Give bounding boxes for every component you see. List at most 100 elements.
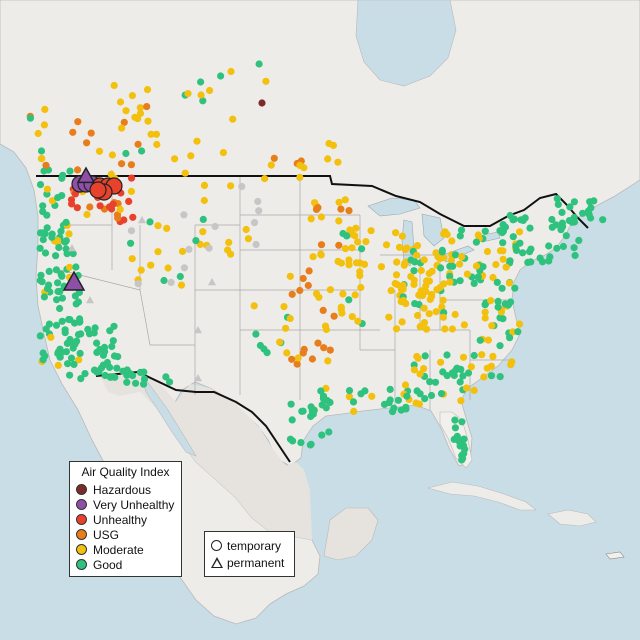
station-marker (499, 255, 507, 263)
station-marker (443, 230, 451, 239)
station-marker (48, 233, 56, 241)
station-marker (167, 278, 175, 286)
station-marker (410, 267, 418, 275)
station-marker (476, 336, 484, 344)
station-marker (526, 224, 534, 232)
station-marker (398, 318, 406, 326)
legend-label-unhealthy: Unhealthy (93, 512, 148, 527)
station-marker (113, 364, 121, 372)
station-marker (392, 325, 401, 333)
station-marker (351, 291, 359, 299)
station-marker (140, 375, 149, 383)
station-marker (451, 310, 459, 319)
permanent-station-marker (208, 278, 216, 286)
station-marker (492, 260, 500, 269)
station-marker (75, 356, 83, 364)
station-marker (515, 320, 524, 328)
station-marker (380, 400, 389, 408)
land-hispaniola (547, 509, 597, 527)
aqi-legend: Air Quality Index Hazardous Very Unhealt… (69, 461, 182, 577)
station-marker (138, 147, 146, 155)
station-marker (345, 261, 353, 269)
station-marker (250, 302, 258, 310)
station-marker (197, 91, 205, 99)
station-marker (507, 298, 515, 306)
station-marker (73, 337, 81, 345)
station-marker (447, 256, 455, 265)
station-marker (54, 194, 62, 202)
station-marker (570, 244, 578, 252)
station-marker (177, 281, 186, 289)
station-marker (147, 130, 155, 138)
station-marker (437, 390, 446, 398)
station-marker (256, 341, 264, 350)
legend-item-moderate: Moderate (76, 542, 144, 557)
station-marker (134, 140, 142, 148)
permanent-station-marker (86, 296, 94, 304)
station-marker (390, 404, 398, 412)
station-marker (341, 245, 349, 253)
station-marker (322, 325, 330, 334)
station-marker (320, 344, 328, 352)
station-marker (147, 261, 155, 269)
triangle-icon (211, 557, 223, 568)
station-marker (41, 230, 49, 238)
station-marker (270, 154, 278, 162)
station-marker (499, 221, 507, 229)
station-marker (43, 211, 51, 219)
station-marker (63, 250, 71, 258)
station-marker (377, 263, 385, 271)
station-marker (38, 154, 46, 163)
station-marker (77, 375, 85, 383)
legend-swatch-moderate (76, 544, 87, 555)
station-marker (559, 223, 567, 231)
station-marker (83, 210, 91, 219)
station-marker (548, 215, 556, 224)
station-marker (54, 361, 62, 369)
station-marker (489, 273, 497, 282)
station-marker (65, 230, 73, 238)
station-marker (116, 98, 125, 106)
station-marker (414, 354, 422, 362)
station-marker (39, 236, 47, 244)
station-marker (417, 266, 425, 275)
legend-swatch-good (76, 559, 87, 570)
station-marker (566, 203, 574, 211)
station-marker (308, 355, 316, 363)
station-marker (351, 232, 359, 240)
station-marker (575, 236, 583, 244)
station-marker (47, 333, 55, 341)
station-marker (456, 277, 464, 285)
station-marker (93, 339, 101, 347)
station-marker (493, 278, 501, 286)
station-marker (127, 161, 135, 169)
station-marker (288, 355, 296, 363)
us-canada-border (36, 175, 589, 229)
station-marker (184, 90, 192, 98)
station-marker (391, 279, 399, 288)
station-marker (514, 328, 522, 336)
station-marker (451, 424, 459, 432)
station-marker (298, 407, 306, 415)
station-marker (448, 325, 456, 333)
station-marker (401, 381, 410, 389)
station-marker (154, 248, 162, 256)
station-marker (438, 303, 446, 311)
station-marker (62, 218, 70, 226)
station-marker (505, 279, 514, 287)
station-marker (496, 247, 505, 255)
station-marker (126, 369, 134, 377)
station-marker (420, 319, 428, 327)
station-marker (34, 129, 42, 138)
station-marker (314, 204, 322, 212)
station-marker (459, 372, 467, 380)
legend-swatch-usg (76, 529, 87, 540)
station-marker (48, 197, 57, 205)
station-marker (43, 224, 51, 232)
station-marker (96, 202, 104, 210)
station-marker (470, 351, 478, 360)
station-marker (293, 360, 301, 368)
station-marker (449, 262, 457, 270)
station-marker (116, 205, 124, 213)
station-marker (123, 378, 131, 386)
